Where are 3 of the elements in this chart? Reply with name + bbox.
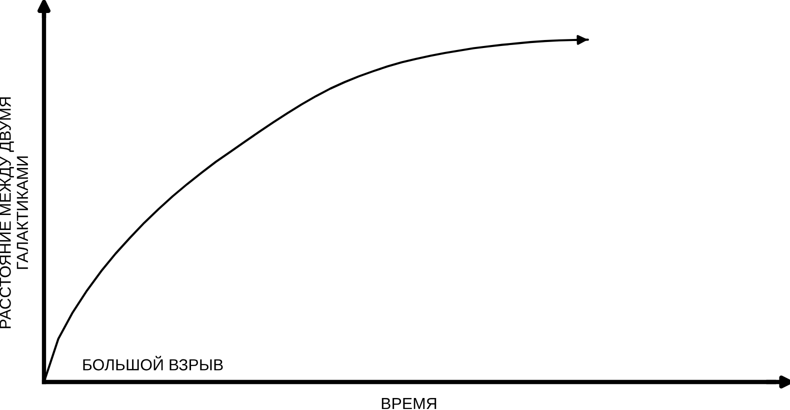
y-axis-title: РАССТОЯНИЕ МЕЖДУ ДВУМЯ ГАЛАКТИКАМИ [0, 97, 28, 328]
x-axis-title: ВРЕМЯ [382, 398, 436, 410]
annotation: БОЛЬШОЙ ВЗРЫВ [83, 356, 223, 370]
